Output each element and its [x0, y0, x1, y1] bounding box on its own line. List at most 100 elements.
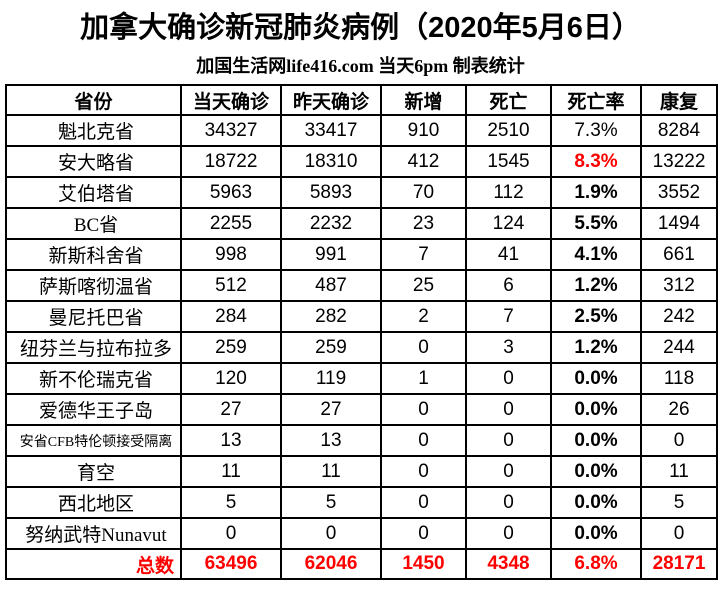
yesterday-confirmed-value: 991: [280, 238, 382, 271]
new-cases-value: 25: [380, 269, 467, 302]
new-cases-value: 0: [380, 331, 467, 364]
total-death-rate: 6.8%: [550, 548, 642, 580]
death-rate-value: 1.2%: [550, 331, 642, 364]
recovered-value: 312: [640, 269, 718, 302]
today-confirmed-value: 512: [180, 269, 282, 302]
table-row-nova-scotia: 新斯科舍省 998 991 7 41 4.1% 661: [5, 238, 718, 271]
table-row-cfb-trenton: 安省CFB特伦顿接受隔离 13 13 0 0 0.0% 0: [5, 424, 718, 457]
death-rate-value: 0.0%: [550, 393, 642, 426]
province-name: 努纳武特Nunavut: [5, 517, 182, 550]
recovered-value: 1494: [640, 207, 718, 240]
header-death-rate: 死亡率: [550, 84, 642, 116]
yesterday-confirmed-value: 0: [280, 517, 382, 550]
province-name: 萨斯喀彻温省: [5, 269, 182, 302]
province-name: 爱德华王子岛: [5, 393, 182, 426]
total-today-confirmed: 63496: [180, 548, 282, 580]
yesterday-confirmed-value: 119: [280, 362, 382, 395]
yesterday-confirmed-value: 259: [280, 331, 382, 364]
recovered-value: 0: [640, 424, 718, 457]
today-confirmed-value: 18722: [180, 145, 282, 178]
deaths-value: 0: [465, 517, 552, 550]
recovered-value: 3552: [640, 176, 718, 209]
deaths-value: 0: [465, 455, 552, 488]
death-rate-value: 1.9%: [550, 176, 642, 209]
death-rate-value: 8.3%: [550, 145, 642, 178]
death-rate-value: 0.0%: [550, 455, 642, 488]
deaths-value: 6: [465, 269, 552, 302]
death-rate-value: 1.2%: [550, 269, 642, 302]
page-title: 加拿大确诊新冠肺炎病例（2020年5月6日）: [80, 12, 641, 44]
header-today-confirmed: 当天确诊: [180, 84, 282, 116]
yesterday-confirmed-value: 487: [280, 269, 382, 302]
today-confirmed-value: 998: [180, 238, 282, 271]
today-confirmed-value: 259: [180, 331, 282, 364]
deaths-value: 0: [465, 362, 552, 395]
recovered-value: 26: [640, 393, 718, 426]
province-name: 艾伯塔省: [5, 176, 182, 209]
death-rate-value: 4.1%: [550, 238, 642, 271]
table-row-alberta: 艾伯塔省 5963 5893 70 112 1.9% 3552: [5, 176, 718, 209]
deaths-value: 7: [465, 300, 552, 333]
death-rate-value: 7.3%: [550, 114, 642, 147]
recovered-value: 0: [640, 517, 718, 550]
yesterday-confirmed-value: 18310: [280, 145, 382, 178]
recovered-value: 661: [640, 238, 718, 271]
header-deaths: 死亡: [465, 84, 552, 116]
today-confirmed-value: 34327: [180, 114, 282, 147]
deaths-value: 0: [465, 424, 552, 457]
recovered-value: 118: [640, 362, 718, 395]
covid-stats-table: 省份 当天确诊 昨天确诊 新增 死亡 死亡率 康复 魁北克省 34327 334…: [5, 84, 718, 580]
table-row-pei: 爱德华王子岛 27 27 0 0 0.0% 26: [5, 393, 718, 426]
table-row-total: 总数 63496 62046 1450 4348 6.8% 28171: [5, 548, 718, 580]
death-rate-value: 0.0%: [550, 517, 642, 550]
today-confirmed-value: 2255: [180, 207, 282, 240]
new-cases-value: 0: [380, 517, 467, 550]
yesterday-confirmed-value: 33417: [280, 114, 382, 147]
province-name: 安省CFB特伦顿接受隔离: [5, 424, 182, 457]
page-subtitle: 加国生活网life416.com 当天6pm 制表统计: [196, 56, 525, 76]
total-recovered: 28171: [640, 548, 718, 580]
total-yesterday-confirmed: 62046: [280, 548, 382, 580]
header-recovered: 康复: [640, 84, 718, 116]
header-row: 省份 当天确诊 昨天确诊 新增 死亡 死亡率 康复: [5, 84, 718, 116]
death-rate-value: 5.5%: [550, 207, 642, 240]
total-label: 总数: [5, 548, 182, 580]
today-confirmed-value: 5: [180, 486, 282, 519]
deaths-value: 3: [465, 331, 552, 364]
table-row-northwest-territories: 西北地区 5 5 0 0 0.0% 5: [5, 486, 718, 519]
new-cases-value: 0: [380, 424, 467, 457]
deaths-value: 2510: [465, 114, 552, 147]
today-confirmed-value: 284: [180, 300, 282, 333]
today-confirmed-value: 120: [180, 362, 282, 395]
recovered-value: 244: [640, 331, 718, 364]
deaths-value: 1545: [465, 145, 552, 178]
death-rate-value: 0.0%: [550, 424, 642, 457]
province-name: 育空: [5, 455, 182, 488]
province-name: BC省: [5, 207, 182, 240]
deaths-value: 112: [465, 176, 552, 209]
new-cases-value: 1: [380, 362, 467, 395]
province-name: 西北地区: [5, 486, 182, 519]
new-cases-value: 0: [380, 393, 467, 426]
province-name: 新斯科舍省: [5, 238, 182, 271]
yesterday-confirmed-value: 5: [280, 486, 382, 519]
new-cases-value: 70: [380, 176, 467, 209]
yesterday-confirmed-value: 13: [280, 424, 382, 457]
province-name: 曼尼托巴省: [5, 300, 182, 333]
recovered-value: 5: [640, 486, 718, 519]
new-cases-value: 23: [380, 207, 467, 240]
new-cases-value: 0: [380, 486, 467, 519]
table-row-manitoba: 曼尼托巴省 284 282 2 7 2.5% 242: [5, 300, 718, 333]
today-confirmed-value: 0: [180, 517, 282, 550]
today-confirmed-value: 27: [180, 393, 282, 426]
header-yesterday-confirmed: 昨天确诊: [280, 84, 382, 116]
deaths-value: 41: [465, 238, 552, 271]
table-row-saskatchewan: 萨斯喀彻温省 512 487 25 6 1.2% 312: [5, 269, 718, 302]
new-cases-value: 2: [380, 300, 467, 333]
today-confirmed-value: 5963: [180, 176, 282, 209]
total-deaths: 4348: [465, 548, 552, 580]
yesterday-confirmed-value: 11: [280, 455, 382, 488]
today-confirmed-value: 13: [180, 424, 282, 457]
deaths-value: 0: [465, 486, 552, 519]
new-cases-value: 0: [380, 455, 467, 488]
